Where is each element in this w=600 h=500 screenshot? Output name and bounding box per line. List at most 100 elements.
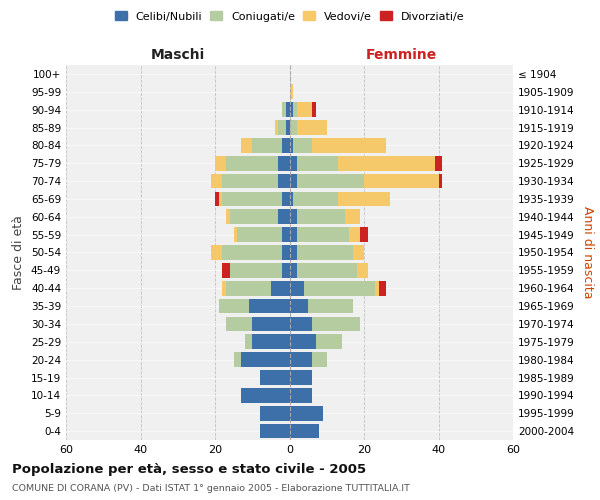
Bar [297, 228, 349, 242]
Bar [353, 245, 364, 260]
Bar [316, 334, 341, 349]
Bar [290, 156, 297, 170]
Bar [364, 174, 439, 188]
Bar [290, 424, 319, 438]
Bar [211, 245, 223, 260]
Bar [278, 174, 290, 188]
Bar [290, 210, 297, 224]
Bar [338, 192, 390, 206]
Bar [219, 192, 223, 206]
Y-axis label: Fasce di età: Fasce di età [13, 215, 25, 290]
Bar [238, 228, 282, 242]
Bar [308, 298, 353, 314]
Bar [293, 192, 338, 206]
Bar [223, 174, 278, 188]
Text: Femmine: Femmine [365, 48, 437, 62]
Bar [223, 192, 282, 206]
Bar [290, 388, 312, 402]
Bar [282, 263, 290, 278]
Bar [290, 174, 297, 188]
Bar [233, 352, 241, 367]
Bar [290, 406, 323, 420]
Bar [260, 406, 290, 420]
Bar [282, 138, 290, 152]
Bar [312, 352, 327, 367]
Text: Popolazione per età, sesso e stato civile - 2005: Popolazione per età, sesso e stato civil… [12, 462, 366, 475]
Bar [290, 245, 297, 260]
Bar [290, 334, 316, 349]
Bar [241, 138, 252, 152]
Bar [290, 138, 293, 152]
Bar [304, 281, 375, 295]
Bar [312, 138, 386, 152]
Bar [245, 334, 252, 349]
Bar [293, 102, 297, 117]
Text: COMUNE DI CORANA (PV) - Dati ISTAT 1° gennaio 2005 - Elaborazione TUTTITALIA.IT: COMUNE DI CORANA (PV) - Dati ISTAT 1° ge… [12, 484, 410, 493]
Bar [282, 245, 290, 260]
Bar [252, 138, 282, 152]
Bar [230, 263, 282, 278]
Bar [271, 281, 290, 295]
Bar [338, 156, 435, 170]
Bar [297, 174, 364, 188]
Bar [286, 120, 290, 135]
Bar [297, 245, 353, 260]
Bar [223, 263, 230, 278]
Bar [297, 120, 327, 135]
Bar [290, 281, 304, 295]
Bar [290, 298, 308, 314]
Bar [282, 102, 286, 117]
Bar [290, 316, 312, 331]
Bar [241, 352, 290, 367]
Bar [223, 245, 282, 260]
Bar [230, 210, 278, 224]
Bar [226, 210, 230, 224]
Bar [282, 192, 290, 206]
Bar [297, 102, 312, 117]
Text: Maschi: Maschi [151, 48, 205, 62]
Y-axis label: Anni di nascita: Anni di nascita [581, 206, 594, 298]
Bar [223, 281, 226, 295]
Bar [260, 424, 290, 438]
Bar [349, 228, 360, 242]
Bar [290, 263, 297, 278]
Bar [215, 192, 219, 206]
Bar [435, 156, 442, 170]
Bar [215, 156, 226, 170]
Bar [286, 102, 290, 117]
Bar [219, 298, 248, 314]
Bar [346, 210, 360, 224]
Bar [290, 370, 312, 385]
Bar [241, 388, 290, 402]
Bar [260, 370, 290, 385]
Bar [290, 352, 312, 367]
Bar [375, 281, 379, 295]
Bar [282, 228, 290, 242]
Bar [312, 102, 316, 117]
Bar [278, 120, 286, 135]
Bar [233, 228, 238, 242]
Bar [293, 138, 312, 152]
Bar [297, 263, 356, 278]
Bar [356, 263, 368, 278]
Legend: Celibi/Nubili, Coniugati/e, Vedovi/e, Divorziati/e: Celibi/Nubili, Coniugati/e, Vedovi/e, Di… [110, 7, 469, 26]
Bar [379, 281, 386, 295]
Bar [290, 120, 297, 135]
Bar [252, 316, 290, 331]
Bar [360, 228, 368, 242]
Bar [290, 228, 297, 242]
Bar [312, 316, 360, 331]
Bar [439, 174, 442, 188]
Bar [290, 102, 293, 117]
Bar [275, 120, 278, 135]
Bar [226, 281, 271, 295]
Bar [211, 174, 223, 188]
Bar [252, 334, 290, 349]
Bar [297, 210, 346, 224]
Bar [290, 84, 293, 99]
Bar [248, 298, 290, 314]
Bar [278, 210, 290, 224]
Bar [226, 316, 252, 331]
Bar [278, 156, 290, 170]
Bar [290, 192, 293, 206]
